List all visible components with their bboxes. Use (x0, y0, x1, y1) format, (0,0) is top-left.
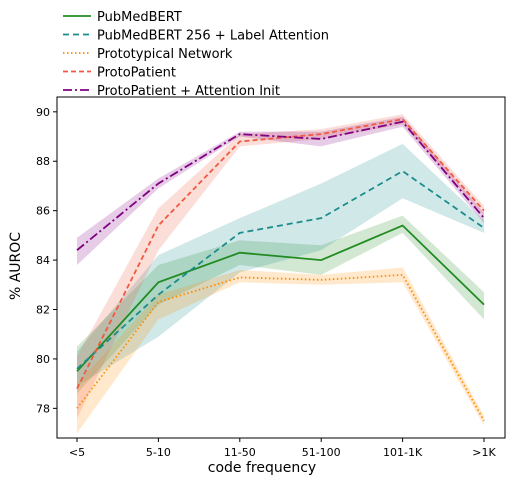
series-lines (76, 118, 485, 422)
y-axis-label: % AUROC (8, 232, 24, 300)
band-pubmedbert-256-label-attention (77, 143, 484, 387)
line-pubmedbert (76, 224, 485, 372)
x-axis: <5 5-10 11-50 51-100 101-1K >1K (69, 438, 496, 459)
x-axis-label: code frequency (208, 460, 316, 476)
confidence-bands (77, 114, 484, 434)
legend-label-protopatient: ProtoPatient (97, 66, 176, 81)
legend: PubMedBERT PubMedBERT 256 + Label Attenti… (63, 10, 329, 99)
line-protopatient-attention-init (76, 120, 485, 251)
x-tick-label-0: <5 (69, 446, 85, 459)
band-prototypical-network (77, 267, 484, 434)
band-pubmedbert (77, 215, 484, 394)
band-protopatient (77, 114, 484, 419)
x-tick-label-2: 11-50 (224, 446, 256, 459)
plot-frame (56, 96, 506, 439)
line-pubmedbert-256-label-attention (76, 170, 485, 370)
x-tick-label-5: >1K (472, 446, 496, 459)
y-tick-label-82: 82 (36, 304, 50, 317)
x-tick-label-4: 101-1K (383, 446, 423, 459)
legend-label-pubmedbert-256-label-attention: PubMedBERT 256 + Label Attention (97, 29, 329, 44)
legend-label-prototypical-network: Prototypical Network (97, 47, 233, 62)
line-protopatient (76, 118, 485, 390)
y-axis: 78 80 82 84 86 88 90 (36, 106, 57, 415)
y-tick-label-90: 90 (36, 106, 50, 119)
y-tick-label-78: 78 (36, 402, 50, 415)
y-tick-label-88: 88 (36, 155, 50, 168)
x-tick-label-3: 51-100 (302, 446, 341, 459)
y-tick-label-84: 84 (36, 254, 50, 267)
legend-label-pubmedbert: PubMedBERT (97, 10, 182, 25)
legend-label-protopatient-attention-init: ProtoPatient + Attention Init (97, 84, 280, 99)
y-tick-label-80: 80 (36, 353, 50, 366)
y-tick-label-86: 86 (36, 205, 50, 218)
x-tick-label-1: 5-10 (146, 446, 171, 459)
